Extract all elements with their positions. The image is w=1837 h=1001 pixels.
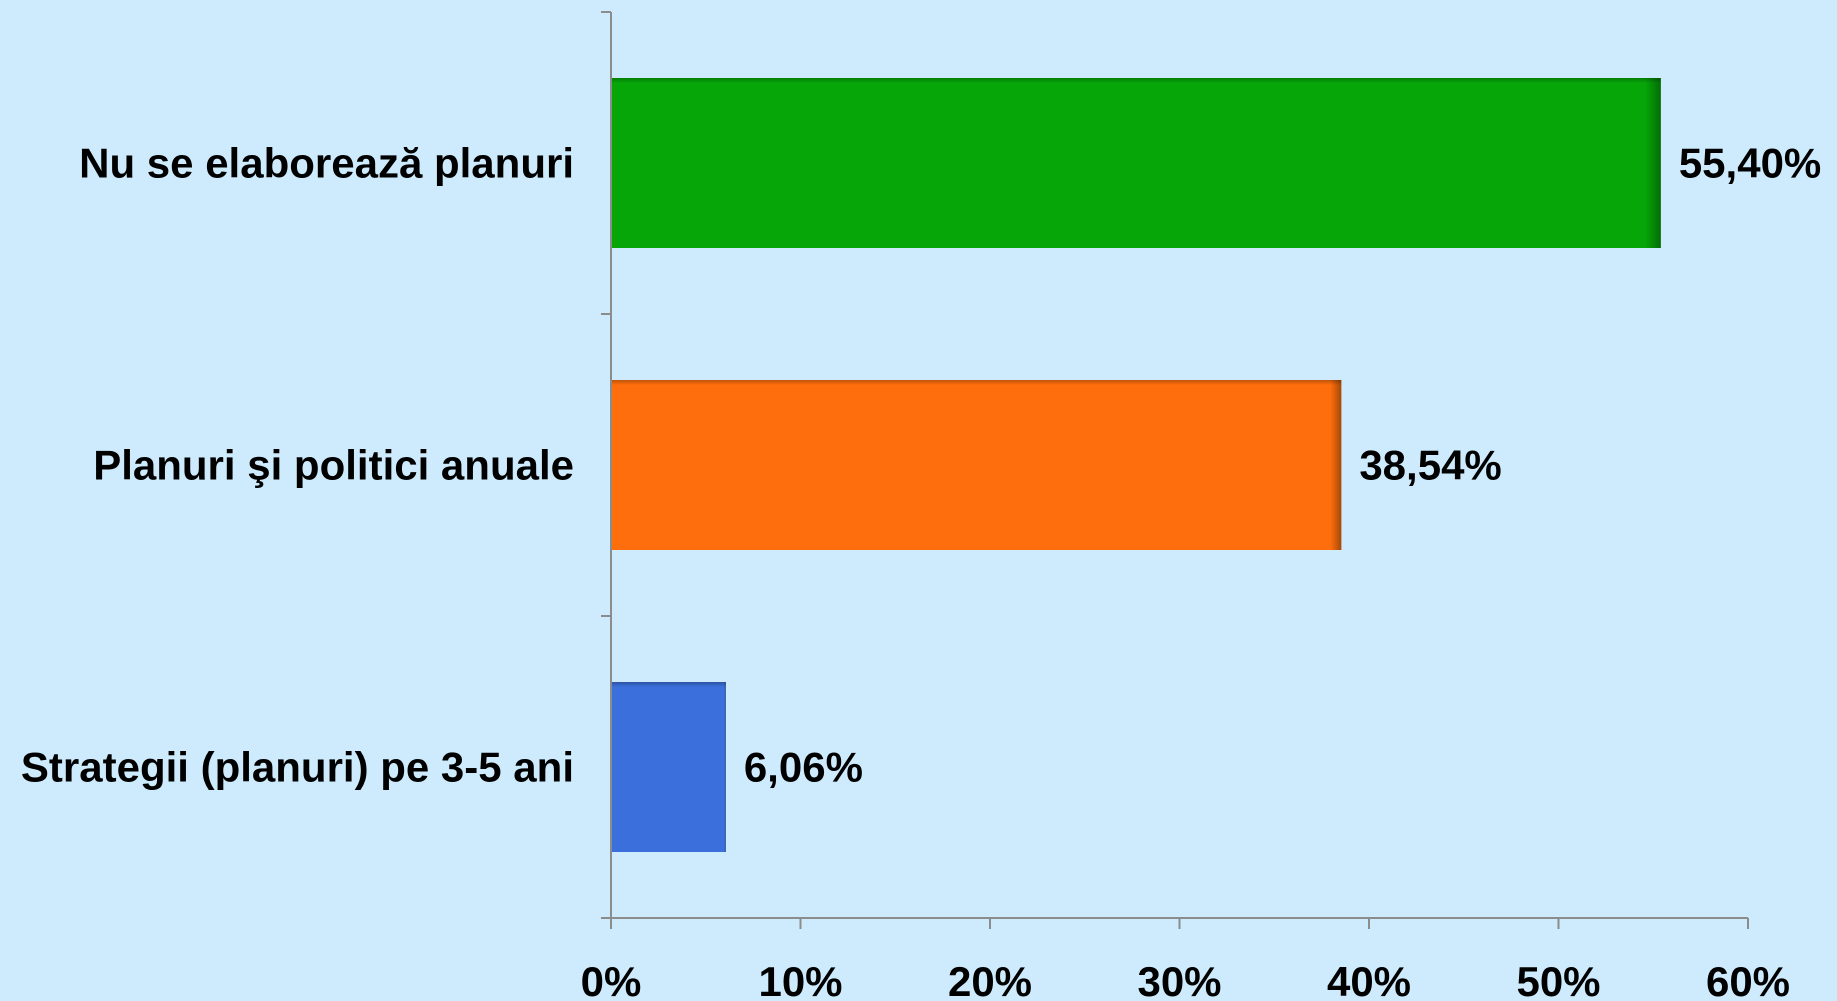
x-tick-label: 10% [758,958,842,1001]
label-layer: Nu se elaborează planuri 55,40% Planuri şi… [21,140,1821,1001]
bar-group [611,380,1342,550]
bar-group [611,78,1661,248]
x-tick-label: 0% [581,958,642,1001]
x-tick-label: 60% [1706,958,1790,1001]
bar-shade-top [611,380,1342,550]
data-label: 38,54% [1359,442,1501,489]
category-label: Planuri şi politici anuale [93,442,574,489]
data-label: 55,40% [1679,140,1821,187]
axis-layer [601,11,1749,929]
x-tick-label: 20% [948,958,1032,1001]
x-tick-label: 50% [1516,958,1600,1001]
bar-shade-top [611,78,1661,248]
x-tick-label: 30% [1137,958,1221,1001]
bar-shade-top [611,682,726,852]
bar-group [611,682,726,852]
bars-layer [611,78,1661,852]
category-label: Strategii (planuri) pe 3-5 ani [21,744,574,791]
x-tick-label: 40% [1327,958,1411,1001]
data-label: 6,06% [744,744,863,791]
category-label: Nu se elaborează planuri [79,140,574,187]
